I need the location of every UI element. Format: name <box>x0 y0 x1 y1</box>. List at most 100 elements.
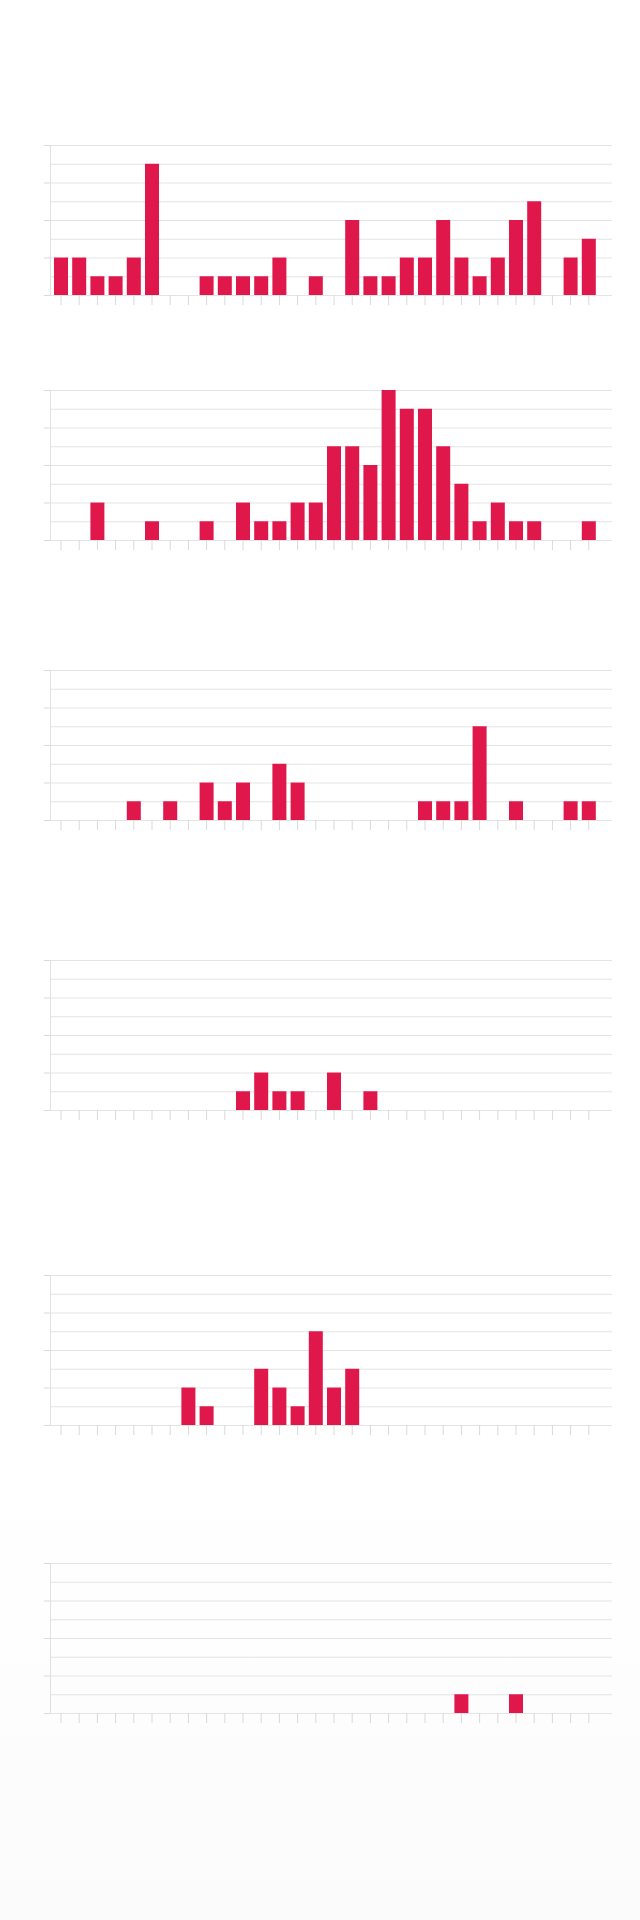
bar <box>54 257 68 295</box>
bar <box>290 1091 305 1110</box>
x-ticks <box>60 1713 590 1723</box>
bar <box>236 782 250 820</box>
bar <box>581 238 596 295</box>
bar <box>509 220 523 295</box>
bar <box>217 801 232 820</box>
bar <box>72 257 87 295</box>
bar <box>236 1091 250 1110</box>
bar <box>381 390 396 540</box>
bar <box>527 521 542 540</box>
bar-chart-5-svg <box>44 1275 612 1435</box>
bar <box>145 163 159 295</box>
bar <box>181 1387 196 1425</box>
bar <box>363 276 378 295</box>
bars <box>90 390 596 540</box>
bar <box>327 1072 341 1110</box>
bar <box>254 521 269 540</box>
bar <box>163 801 178 820</box>
bar <box>418 257 432 295</box>
bar <box>254 1072 269 1110</box>
bar <box>436 801 451 820</box>
bar <box>308 502 323 540</box>
bar <box>236 502 250 540</box>
bar-chart-2 <box>0 385 640 557</box>
bar <box>399 408 414 540</box>
bars <box>126 726 596 820</box>
gridlines <box>44 670 612 821</box>
bar <box>90 502 105 540</box>
bar <box>399 257 414 295</box>
bar <box>90 276 105 295</box>
bar <box>254 1368 269 1425</box>
bar <box>472 521 487 540</box>
bars <box>54 163 596 295</box>
bar-chart-3-svg <box>44 670 612 830</box>
bar <box>272 1387 287 1425</box>
bar <box>308 1331 323 1425</box>
bar <box>472 726 487 820</box>
bar <box>418 408 432 540</box>
bar <box>490 502 505 540</box>
bar-chart-5 <box>0 1270 640 1442</box>
bar <box>199 1406 214 1425</box>
page-background <box>0 1480 640 1920</box>
bar <box>509 801 523 820</box>
bar <box>217 276 232 295</box>
bar <box>254 276 269 295</box>
bar <box>509 521 523 540</box>
gridlines <box>44 1563 612 1714</box>
bar <box>454 801 469 820</box>
bar-chart-1 <box>0 140 640 312</box>
bar <box>454 483 469 540</box>
bars <box>454 1694 523 1713</box>
bar <box>290 782 305 820</box>
bar-chart-6-svg <box>44 1563 612 1723</box>
bar <box>236 276 250 295</box>
bar-chart-2-svg <box>44 390 612 550</box>
bar-chart-4-svg <box>44 960 612 1120</box>
bar <box>199 782 214 820</box>
bar <box>145 521 159 540</box>
bar <box>454 257 469 295</box>
bar <box>509 1694 523 1713</box>
bar <box>436 446 451 540</box>
bar <box>290 502 305 540</box>
bar <box>363 1091 378 1110</box>
bar <box>327 1387 341 1425</box>
bar <box>199 521 214 540</box>
x-ticks <box>60 820 590 830</box>
bar <box>126 801 141 820</box>
bar <box>581 801 596 820</box>
bar <box>290 1406 305 1425</box>
bar <box>199 276 214 295</box>
bar <box>345 220 360 295</box>
bar <box>472 276 487 295</box>
bar <box>272 521 287 540</box>
bar <box>345 1368 360 1425</box>
bar <box>345 446 360 540</box>
bar <box>490 257 505 295</box>
bar <box>563 801 578 820</box>
bar <box>418 801 432 820</box>
bar <box>272 1091 287 1110</box>
bar <box>527 201 542 295</box>
x-ticks <box>60 540 590 550</box>
x-ticks <box>60 1425 590 1435</box>
x-ticks <box>60 1110 590 1120</box>
bar <box>272 257 287 295</box>
bar-chart-4 <box>0 955 640 1127</box>
bar-chart-3 <box>0 665 640 837</box>
bar <box>436 220 451 295</box>
bar <box>363 465 378 540</box>
x-ticks <box>60 295 590 305</box>
bars <box>181 1331 360 1425</box>
bar <box>381 276 396 295</box>
bar-chart-1-svg <box>44 145 612 305</box>
bar <box>563 257 578 295</box>
bar <box>327 446 341 540</box>
bar <box>126 257 141 295</box>
bar <box>454 1694 469 1713</box>
bar <box>272 763 287 820</box>
bars <box>236 1072 378 1110</box>
bar <box>108 276 123 295</box>
